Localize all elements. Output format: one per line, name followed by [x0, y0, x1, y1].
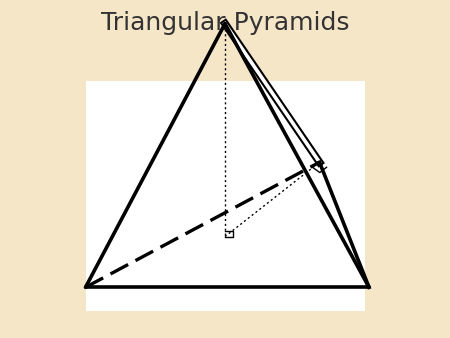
- Bar: [86, 81, 365, 311]
- Text: Triangular Pyramids: Triangular Pyramids: [101, 11, 349, 35]
